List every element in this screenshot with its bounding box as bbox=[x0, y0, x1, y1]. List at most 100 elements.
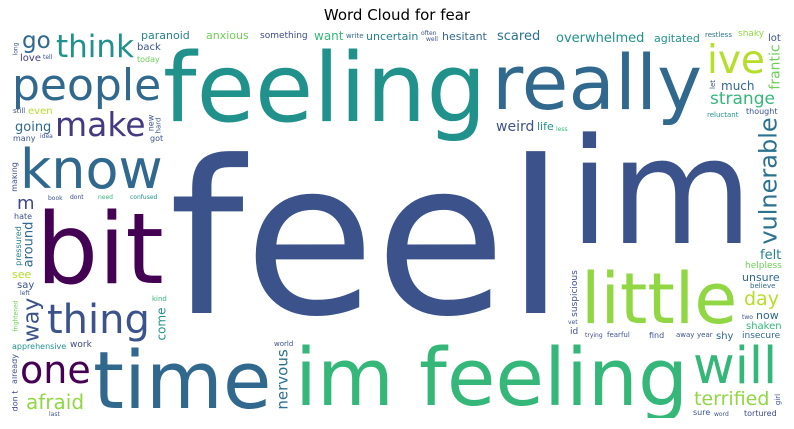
cloud-word: well bbox=[426, 36, 438, 43]
cloud-word: thought bbox=[746, 107, 778, 116]
cloud-word: hate bbox=[14, 212, 33, 221]
cloud-word: thing bbox=[47, 297, 150, 343]
cloud-word: one bbox=[20, 348, 91, 392]
cloud-word: long bbox=[12, 42, 19, 55]
cloud-word: world bbox=[274, 340, 294, 348]
cloud-word: frightened bbox=[12, 300, 20, 332]
cloud-word: come bbox=[154, 307, 169, 341]
cloud-word: m bbox=[17, 193, 35, 214]
cloud-word: im feeling bbox=[295, 332, 689, 418]
cloud-word: day bbox=[744, 288, 779, 310]
cloud-word: time bbox=[93, 335, 272, 419]
cloud-word: feeling bbox=[163, 34, 487, 144]
cloud-word: tell bbox=[43, 54, 53, 61]
cloud-word: restless bbox=[705, 31, 732, 39]
cloud-word: weird bbox=[496, 119, 535, 135]
cloud-word: year bbox=[697, 331, 713, 339]
cloud-word: people bbox=[12, 60, 162, 111]
word-cloud: feel feeling im im feeling really bit little ti… bbox=[12, 30, 784, 418]
cloud-word: anxious bbox=[206, 30, 249, 42]
cloud-word: pressured bbox=[13, 226, 23, 266]
cloud-word: want bbox=[314, 30, 344, 43]
cloud-word: uncertain bbox=[366, 30, 419, 43]
cloud-word: two bbox=[742, 314, 753, 321]
cloud-word: way bbox=[18, 297, 44, 342]
cloud-word: life bbox=[537, 120, 554, 133]
cloud-word: even bbox=[28, 106, 53, 117]
cloud-word: terrified bbox=[694, 388, 770, 410]
cloud-word: making bbox=[12, 162, 19, 192]
cloud-word: ive bbox=[707, 38, 765, 83]
cloud-word: dont bbox=[70, 194, 84, 201]
cloud-word: love bbox=[20, 53, 41, 64]
cloud-word: frantic bbox=[767, 44, 784, 90]
cloud-word: got bbox=[150, 134, 164, 143]
cloud-word: make bbox=[55, 105, 146, 144]
cloud-word: hard bbox=[153, 117, 162, 133]
cloud-word: feel bbox=[169, 116, 566, 364]
cloud-word: left bbox=[20, 290, 30, 297]
cloud-word: new bbox=[145, 114, 155, 131]
cloud-word: much bbox=[721, 79, 755, 93]
cloud-word: go bbox=[22, 30, 51, 54]
cloud-word: suspicious bbox=[569, 270, 580, 317]
cloud-word: shaky bbox=[738, 30, 765, 39]
cloud-word: agitated bbox=[654, 32, 700, 45]
cloud-word: vulnerable bbox=[754, 117, 783, 245]
cloud-word: sure bbox=[693, 408, 711, 417]
cloud-word: idea bbox=[40, 133, 53, 140]
cloud-word: girl bbox=[773, 393, 782, 405]
cloud-word: word bbox=[714, 411, 729, 418]
cloud-word: afraid bbox=[26, 390, 85, 414]
cloud-word: book bbox=[48, 195, 63, 202]
cloud-word: lot bbox=[768, 33, 781, 44]
cloud-word: helpless bbox=[745, 261, 782, 271]
cloud-word: let bbox=[709, 80, 717, 89]
cloud-word: say bbox=[17, 280, 35, 291]
cloud-word: vet bbox=[568, 319, 578, 326]
cloud-word: still bbox=[13, 107, 26, 115]
cloud-word: overwhelmed bbox=[556, 31, 645, 46]
cloud-word: today bbox=[137, 55, 160, 64]
cloud-word: often bbox=[421, 30, 437, 37]
cloud-word: shaken bbox=[746, 321, 782, 332]
cloud-word: confused bbox=[130, 194, 158, 201]
cloud-word: last bbox=[49, 411, 60, 418]
cloud-word: insecure bbox=[742, 331, 781, 341]
cloud-word: many bbox=[13, 134, 36, 143]
cloud-word: shy bbox=[716, 331, 734, 342]
cloud-word: see bbox=[12, 268, 32, 281]
cloud-word: back bbox=[137, 42, 161, 53]
cloud-word: trying bbox=[585, 332, 603, 339]
cloud-word: write bbox=[346, 32, 364, 40]
cloud-word: need bbox=[98, 194, 113, 201]
cloud-word: fearful bbox=[607, 331, 630, 339]
cloud-word: around bbox=[20, 221, 36, 267]
cloud-word: really bbox=[492, 38, 703, 127]
cloud-word: less bbox=[556, 126, 568, 133]
cloud-word: felt bbox=[760, 248, 782, 263]
cloud-word: now bbox=[756, 309, 779, 322]
cloud-word: nervous bbox=[273, 349, 292, 410]
cloud-word: paranoid bbox=[141, 30, 190, 42]
cloud-word: know bbox=[20, 138, 163, 201]
cloud-word: already bbox=[12, 354, 19, 384]
cloud-word: tortured bbox=[744, 409, 777, 418]
cloud-word: away bbox=[676, 331, 695, 339]
cloud-word: work bbox=[70, 340, 92, 350]
cloud-word: think bbox=[56, 30, 135, 65]
cloud-word: going bbox=[15, 120, 52, 135]
cloud-word: will bbox=[693, 337, 778, 396]
cloud-word: don t bbox=[12, 390, 19, 411]
cloud-word: bit bbox=[36, 193, 164, 307]
cloud-word: find bbox=[649, 331, 665, 340]
cloud-word: something bbox=[260, 31, 308, 41]
cloud-word: believe bbox=[750, 282, 776, 290]
cloud-word: apprehensive bbox=[12, 342, 67, 351]
cloud-word: strange bbox=[710, 89, 775, 109]
cloud-word: little bbox=[581, 258, 738, 340]
cloud-word: reluctant bbox=[707, 111, 739, 119]
cloud-word: unsure bbox=[742, 271, 780, 284]
cloud-word: id bbox=[570, 327, 579, 337]
cloud-word: hesitant bbox=[442, 30, 487, 43]
